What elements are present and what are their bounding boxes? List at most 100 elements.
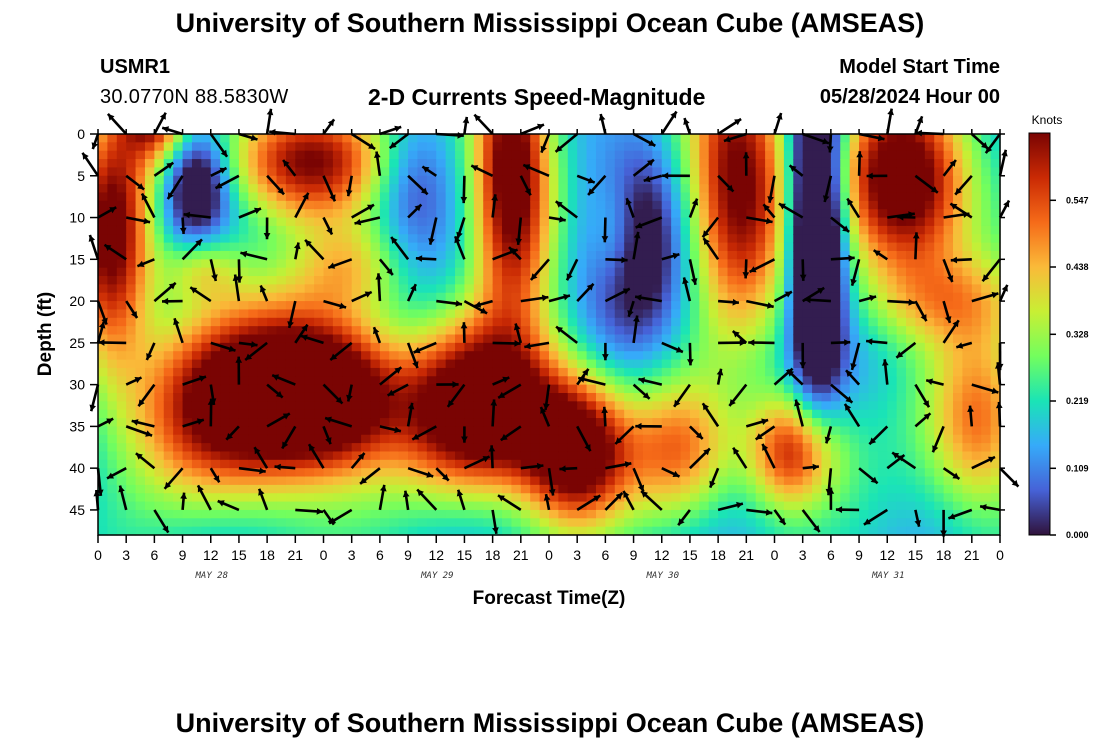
- heatmap-cell: [98, 292, 108, 302]
- heatmap-cell: [953, 484, 964, 494]
- heatmap-cell: [614, 376, 625, 386]
- heatmap-cell: [736, 526, 747, 536]
- heatmap-cell: [238, 451, 249, 461]
- heatmap-cell: [173, 167, 184, 177]
- heatmap-cell: [896, 142, 907, 152]
- heatmap-cell: [389, 225, 400, 235]
- heatmap-cell: [661, 401, 672, 411]
- heatmap-cell: [483, 284, 494, 294]
- heatmap-cell: [924, 184, 935, 194]
- heatmap-cell: [718, 150, 729, 160]
- heatmap-cell: [323, 459, 334, 469]
- heatmap-cell: [398, 443, 409, 453]
- heatmap-cell: [126, 468, 137, 478]
- heatmap-cell: [971, 443, 982, 453]
- heatmap-cell: [182, 317, 193, 327]
- heatmap-cell: [201, 250, 212, 260]
- heatmap-cell: [558, 250, 569, 260]
- heatmap-cell: [661, 175, 672, 185]
- heatmap-cell: [586, 509, 597, 519]
- heatmap-cell: [877, 192, 888, 202]
- heatmap-cell: [934, 292, 945, 302]
- heatmap-cell: [502, 276, 513, 285]
- heatmap-cell: [445, 443, 456, 453]
- heatmap-cell: [699, 376, 710, 386]
- current-vector: [940, 509, 947, 537]
- heatmap-cell: [98, 142, 108, 152]
- heatmap-cell: [896, 234, 907, 244]
- heatmap-cell: [793, 267, 804, 277]
- current-vector: [513, 323, 523, 344]
- heatmap-cell: [868, 384, 879, 394]
- heatmap-cell: [323, 167, 334, 177]
- heatmap-cell: [765, 234, 776, 244]
- heatmap-cell: [201, 401, 212, 411]
- heatmap-cell: [605, 443, 616, 453]
- heatmap-cell: [718, 443, 729, 453]
- heatmap-cell: [755, 468, 766, 478]
- heatmap-cell: [577, 459, 588, 469]
- heatmap-cell: [689, 451, 700, 461]
- heatmap-cell: [201, 342, 212, 352]
- heatmap-cell: [285, 209, 296, 219]
- heatmap-cell: [924, 518, 935, 528]
- heatmap-cell: [859, 259, 870, 269]
- heatmap-cell: [943, 134, 954, 143]
- heatmap-cell: [962, 434, 973, 444]
- heatmap-cell: [436, 409, 447, 419]
- heatmap-cell: [370, 342, 381, 352]
- heatmap-cell: [699, 351, 710, 361]
- heatmap-cell: [276, 434, 287, 444]
- heatmap-cell: [755, 459, 766, 469]
- heatmap-cell: [314, 242, 325, 252]
- heatmap-cell: [436, 217, 447, 227]
- current-vector: [866, 172, 888, 180]
- heatmap-cell: [210, 426, 221, 436]
- heatmap-cell: [624, 367, 635, 377]
- heatmap-cell: [483, 376, 494, 386]
- heatmap-cell: [877, 418, 888, 427]
- heatmap-cell: [981, 334, 992, 344]
- heatmap-cell: [351, 276, 362, 285]
- heatmap-cell: [915, 326, 926, 336]
- heatmap-cell: [502, 459, 513, 469]
- current-vector: [662, 172, 690, 180]
- heatmap-cell: [821, 392, 832, 402]
- heatmap-cell: [248, 392, 259, 402]
- heatmap-cell: [107, 259, 118, 269]
- heatmap-cell: [727, 309, 738, 319]
- heatmap-cell: [267, 426, 278, 436]
- heatmap-cell: [173, 267, 184, 277]
- heatmap-cell: [426, 434, 437, 444]
- heatmap-cell: [877, 376, 888, 386]
- current-vector: [462, 116, 470, 135]
- heatmap-cell: [624, 317, 635, 327]
- heatmap-cell: [765, 342, 776, 352]
- heatmap-cell: [765, 459, 776, 469]
- heatmap-cell: [830, 351, 841, 361]
- heatmap-cell: [248, 376, 259, 386]
- heatmap-cell: [295, 376, 306, 386]
- heatmap-cell: [614, 351, 625, 361]
- heatmap-cell: [257, 309, 268, 319]
- heatmap-cell: [642, 401, 653, 411]
- heatmap-cell: [755, 484, 766, 494]
- heatmap-cell: [652, 434, 663, 444]
- heatmap-cell: [558, 334, 569, 344]
- heatmap-cell: [990, 434, 1001, 444]
- heatmap-cell: [426, 209, 437, 219]
- heatmap-cell: [990, 184, 1001, 194]
- heatmap-cell: [567, 359, 578, 369]
- heatmap-cell: [201, 443, 212, 453]
- heatmap-cell: [379, 134, 390, 143]
- heatmap-cell: [887, 292, 898, 302]
- heatmap-cell: [370, 225, 381, 235]
- heatmap-cell: [934, 200, 945, 210]
- heatmap-cell: [361, 150, 372, 160]
- heatmap-cell: [962, 401, 973, 411]
- heatmap-cell: [971, 334, 982, 344]
- heatmap-cell: [727, 409, 738, 419]
- heatmap-cell: [154, 326, 165, 336]
- heatmap-cell: [896, 484, 907, 494]
- heatmap-cell: [877, 392, 888, 402]
